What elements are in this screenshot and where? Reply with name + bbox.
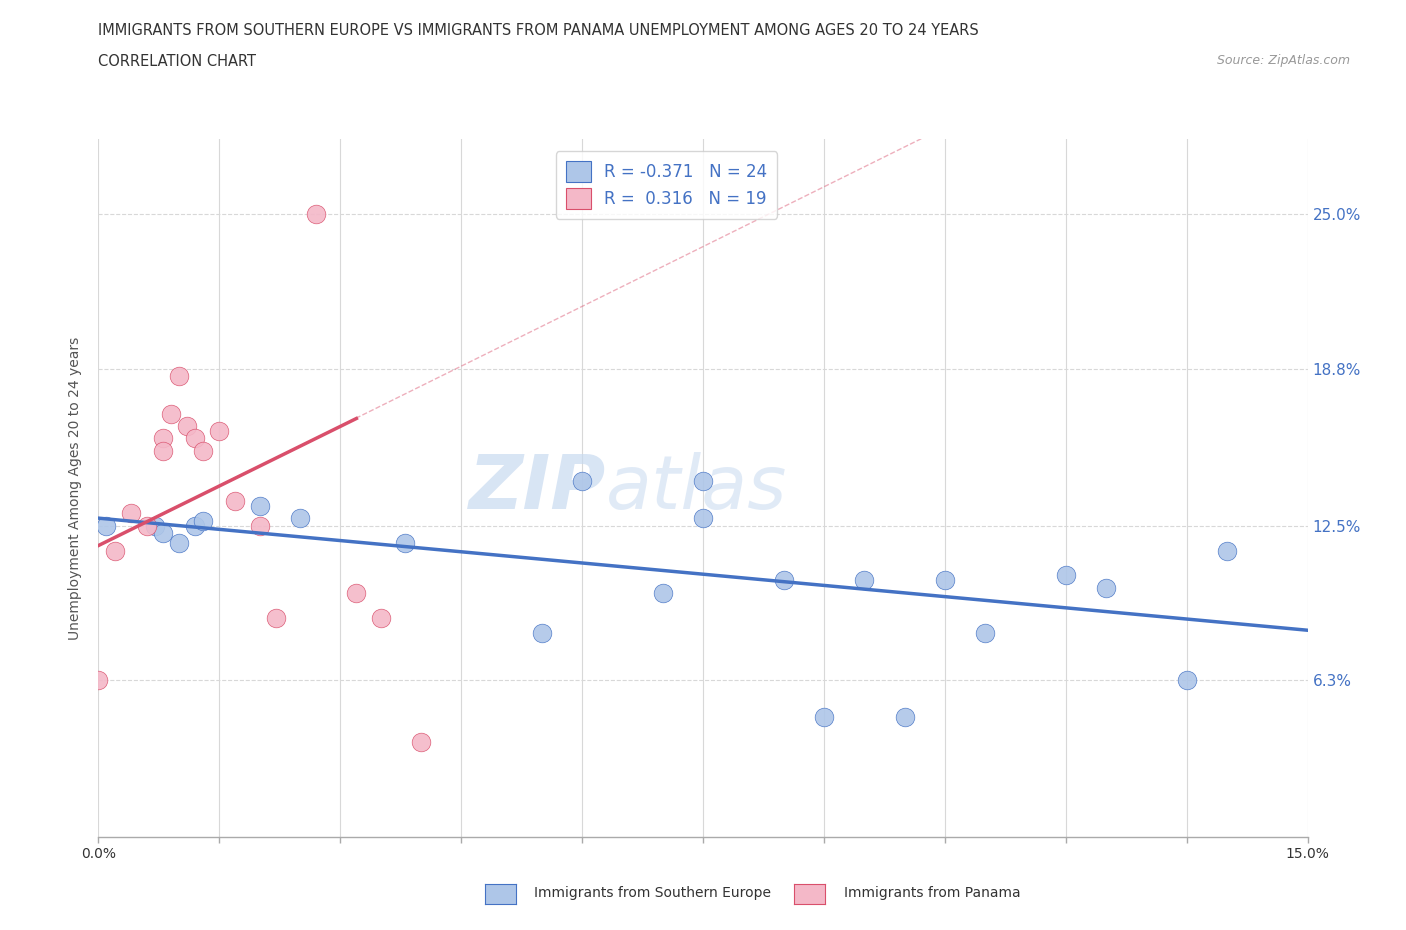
Point [288,511,311,525]
Text: Immigrants from Southern Europe: Immigrants from Southern Europe [534,885,772,900]
Point [1095,580,1118,595]
Text: CORRELATION CHART: CORRELATION CHART [98,54,256,69]
Point [152,525,174,540]
Point [893,710,915,724]
Text: atlas: atlas [606,452,787,525]
Point [1216,543,1239,558]
Point [853,573,876,588]
Point [772,573,794,588]
Point [135,518,157,533]
Point [344,586,367,601]
Y-axis label: Unemployment Among Ages 20 to 24 years: Unemployment Among Ages 20 to 24 years [69,337,83,640]
Point [184,518,207,533]
Point [193,513,215,528]
Point [974,625,997,640]
Point [152,444,174,458]
Point [692,473,714,488]
Point [167,368,190,383]
Point [176,418,198,433]
Text: ZIP: ZIP [470,452,606,525]
Point [305,206,328,221]
Point [530,625,553,640]
Point [249,518,271,533]
Legend: R = -0.371   N = 24, R =  0.316   N = 19: R = -0.371 N = 24, R = 0.316 N = 19 [555,152,778,219]
Point [264,610,287,625]
Point [394,536,416,551]
Point [103,543,125,558]
Point [651,586,673,601]
Point [1054,568,1077,583]
Point [143,518,166,533]
Point [96,518,118,533]
Point [208,423,231,438]
Point [370,610,392,625]
Point [160,406,183,421]
Point [184,431,207,445]
Point [152,431,174,445]
Point [193,444,215,458]
Point [692,511,714,525]
Point [571,473,593,488]
Point [249,498,271,513]
Point [120,506,142,521]
Point [934,573,956,588]
Text: Immigrants from Panama: Immigrants from Panama [844,885,1021,900]
Point [409,735,432,750]
Point [813,710,835,724]
Point [167,536,190,551]
Text: IMMIGRANTS FROM SOUTHERN EUROPE VS IMMIGRANTS FROM PANAMA UNEMPLOYMENT AMONG AGE: IMMIGRANTS FROM SOUTHERN EUROPE VS IMMIG… [98,23,979,38]
Point [1175,672,1198,687]
Text: Source: ZipAtlas.com: Source: ZipAtlas.com [1216,54,1350,67]
Point [87,672,110,687]
Point [224,493,246,508]
